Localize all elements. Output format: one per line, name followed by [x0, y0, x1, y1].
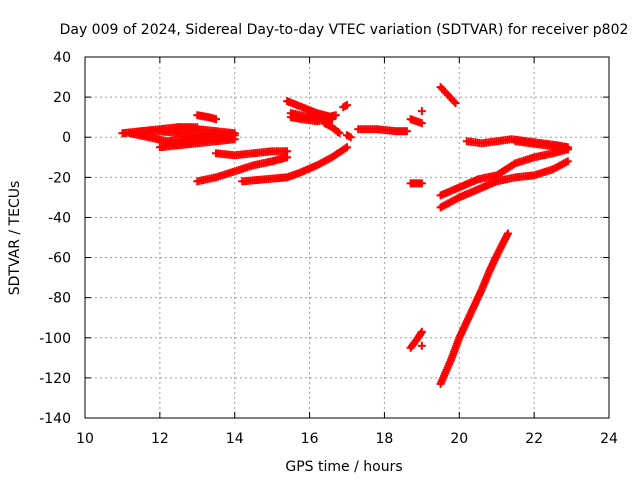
- y-tick-label: 0: [62, 130, 71, 146]
- data-point-marker: [417, 179, 426, 188]
- plot-frame: [84, 56, 610, 419]
- x-axis-label: GPS time / hours: [285, 459, 402, 475]
- data-point-marker: [341, 144, 350, 153]
- data-point-marker: [450, 97, 459, 106]
- y-tick-label: 20: [53, 90, 71, 106]
- data-point-marker: [212, 115, 220, 124]
- data-point-marker: [417, 341, 426, 350]
- chart-title: Day 009 of 2024, Sidereal Day-to-day VTE…: [60, 22, 629, 38]
- data-point-marker: [417, 327, 426, 336]
- data-point-marker: [334, 128, 343, 137]
- data-point-marker: [417, 107, 426, 116]
- x-tick-label: 24: [600, 431, 618, 447]
- x-tick-label: 16: [301, 431, 319, 447]
- y-tick-label: -60: [48, 251, 71, 267]
- data-point-marker: [230, 129, 239, 138]
- y-tick-label: 40: [53, 50, 71, 66]
- data-point-marker: [563, 157, 572, 166]
- y-tick-label: -120: [39, 371, 71, 387]
- x-tick-label: 12: [151, 431, 169, 447]
- y-tick-label: -20: [48, 170, 71, 186]
- y-tick-label: -100: [39, 331, 71, 347]
- x-tick-label: 22: [525, 431, 543, 447]
- data-point-marker: [402, 127, 411, 136]
- y-tick-label: -140: [39, 411, 71, 427]
- y-axis-label: SDTVAR / TECUs: [7, 181, 23, 296]
- data-point-marker: [331, 111, 340, 120]
- data-point-marker: [417, 119, 426, 128]
- data-point-marker: [343, 143, 351, 152]
- x-tick-label: 10: [76, 431, 94, 447]
- data-points: [118, 83, 572, 388]
- x-tick-label: 14: [226, 431, 244, 447]
- data-point-marker: [283, 147, 292, 156]
- x-tick-label: 18: [376, 431, 394, 447]
- data-point-marker: [343, 101, 351, 110]
- data-point-marker: [503, 229, 512, 238]
- axis-ticks: 10 12 14 16 18 20 22 24 -140 -120 -100 -80 -60 -40 -20…: [39, 50, 618, 447]
- x-tick-label: 20: [450, 431, 468, 447]
- data-point-marker: [346, 133, 355, 142]
- y-tick-label: -40: [48, 210, 71, 226]
- data-point-marker: [335, 129, 344, 138]
- data-point-marker: [451, 99, 460, 108]
- y-tick-label: -80: [48, 291, 71, 307]
- data-point-marker: [563, 145, 572, 154]
